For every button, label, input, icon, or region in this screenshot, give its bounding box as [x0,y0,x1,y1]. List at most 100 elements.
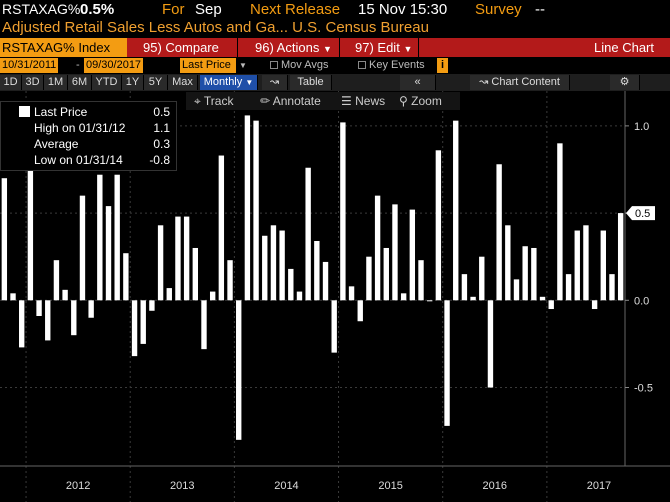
end-date-field[interactable]: 09/30/2017 [84,58,144,73]
bar [131,300,138,357]
bar [114,174,120,301]
zoom-label: Zoom [411,94,442,108]
range-max[interactable]: Max [168,75,198,90]
bar [279,230,285,301]
bar [314,241,320,301]
mov-avgs-toggle[interactable]: Mov Avgs [270,58,329,73]
news-button[interactable]: ☰ News [341,92,385,110]
bar [149,300,155,311]
chart-svg: -0.5 0.0 0.5 1.0 0.5 2012 2013 2014 2015 2016 2017 [0,91,670,502]
bar [53,260,60,301]
bar [192,247,199,301]
chart-content-button[interactable]: ↝ Chart Content [470,75,570,90]
annotate-label: Annotate [272,94,321,108]
bar [487,300,494,388]
frequency-selector[interactable]: Monthly ▼ [200,75,258,90]
actions-button[interactable]: 96) Actions ▼ [255,38,332,57]
legend-label: Last Price [34,105,88,119]
bar [123,253,129,301]
bar [522,246,528,301]
y-tick-label: 1.0 [634,121,649,133]
zoom-button[interactable]: ⚲ Zoom [399,92,442,110]
bar [201,300,207,350]
bar [322,261,329,301]
chart-tools: ⌖ Track ✏ Annotate ☰ News ⚲ Zoom [186,92,460,110]
chevron-down-icon: ▼ [403,44,413,54]
bar [470,296,476,301]
bar [1,178,8,301]
x-tick-label: 2017 [587,480,611,492]
ticker-field[interactable]: RSTAXAG% Index [0,38,127,57]
next-release-value: 15 Nov 15:30 [358,1,448,18]
bar [548,300,554,310]
bar [513,279,520,301]
bar [236,300,242,440]
field-selector[interactable]: Last Price [180,58,236,73]
range-ytd[interactable]: YTD [92,75,122,90]
bar [88,300,94,318]
chart-legend[interactable]: Last Price 0.5 High on 01/31/12 1.1 Aver… [0,101,177,171]
bar [496,164,502,301]
range-1m[interactable]: 1M [44,75,68,90]
bar [227,260,233,301]
bar [426,300,433,302]
chevron-down-icon: ▼ [239,61,247,70]
legend-value: -0.8 [149,153,170,167]
bar-chart[interactable]: -0.5 0.0 0.5 1.0 0.5 2012 2013 2014 2015 2016 2017 [0,91,670,502]
bar [600,230,606,301]
bar [305,167,311,301]
bar [453,120,459,301]
field-dropdown[interactable]: ▼ [239,58,247,73]
bar [565,274,572,301]
bar [166,288,172,301]
range-6m[interactable]: 6M [68,75,92,90]
bar [270,225,277,301]
range-3d[interactable]: 3D [22,75,44,90]
annotate-button[interactable]: ✏ Annotate [260,92,321,110]
bar [591,300,598,310]
crosshair-icon: ⌖ [194,94,201,108]
collapse-left-icon[interactable]: « [400,75,436,90]
table-button[interactable]: Table [290,75,332,90]
frequency-label: Monthly [203,76,243,88]
quote-header: RSTAXAG% 0.5% For Sep Next Release 15 No… [0,0,670,19]
compare-button[interactable]: 95) Compare [143,38,219,57]
bar [288,268,294,301]
bar [10,293,16,301]
checkbox-icon [270,61,278,70]
x-tick-label: 2015 [378,480,402,492]
bar [253,120,259,301]
bar [366,256,372,301]
chart-style-icon[interactable]: ↝ [262,75,288,90]
range-1y[interactable]: 1Y [122,75,144,90]
legend-label: High on 01/31/12 [34,121,126,135]
bar [357,300,363,322]
bar [218,155,225,301]
edit-label: 97) Edit [355,40,400,55]
news-icon: ☰ [341,94,352,108]
bar [71,300,77,336]
survey-label: Survey [475,1,522,18]
start-date-field[interactable]: 10/31/2011 [0,58,59,73]
news-label: News [355,94,386,108]
range-5y[interactable]: 5Y [144,75,168,90]
y-tick-label: 0.0 [634,295,649,307]
bar [331,300,337,353]
bar [574,230,580,301]
survey-value: -- [535,1,545,18]
range-1d[interactable]: 1D [0,75,22,90]
x-tick-label: 2014 [274,480,298,492]
bar [479,256,485,301]
bar [539,296,546,301]
track-button[interactable]: ⌖ Track [194,92,233,110]
legend-swatch [19,106,30,117]
gear-icon[interactable]: ⚙ [610,75,640,90]
info-icon[interactable]: i [437,58,448,73]
edit-button[interactable]: 97) Edit ▼ [355,38,412,57]
bar [244,115,251,301]
bar [79,195,86,301]
chart-content-icon: ↝ [479,76,489,88]
key-events-toggle[interactable]: Key Events [358,58,425,73]
table-label: Table [297,76,324,88]
chart-type-selector[interactable]: Line Chart [594,38,654,57]
